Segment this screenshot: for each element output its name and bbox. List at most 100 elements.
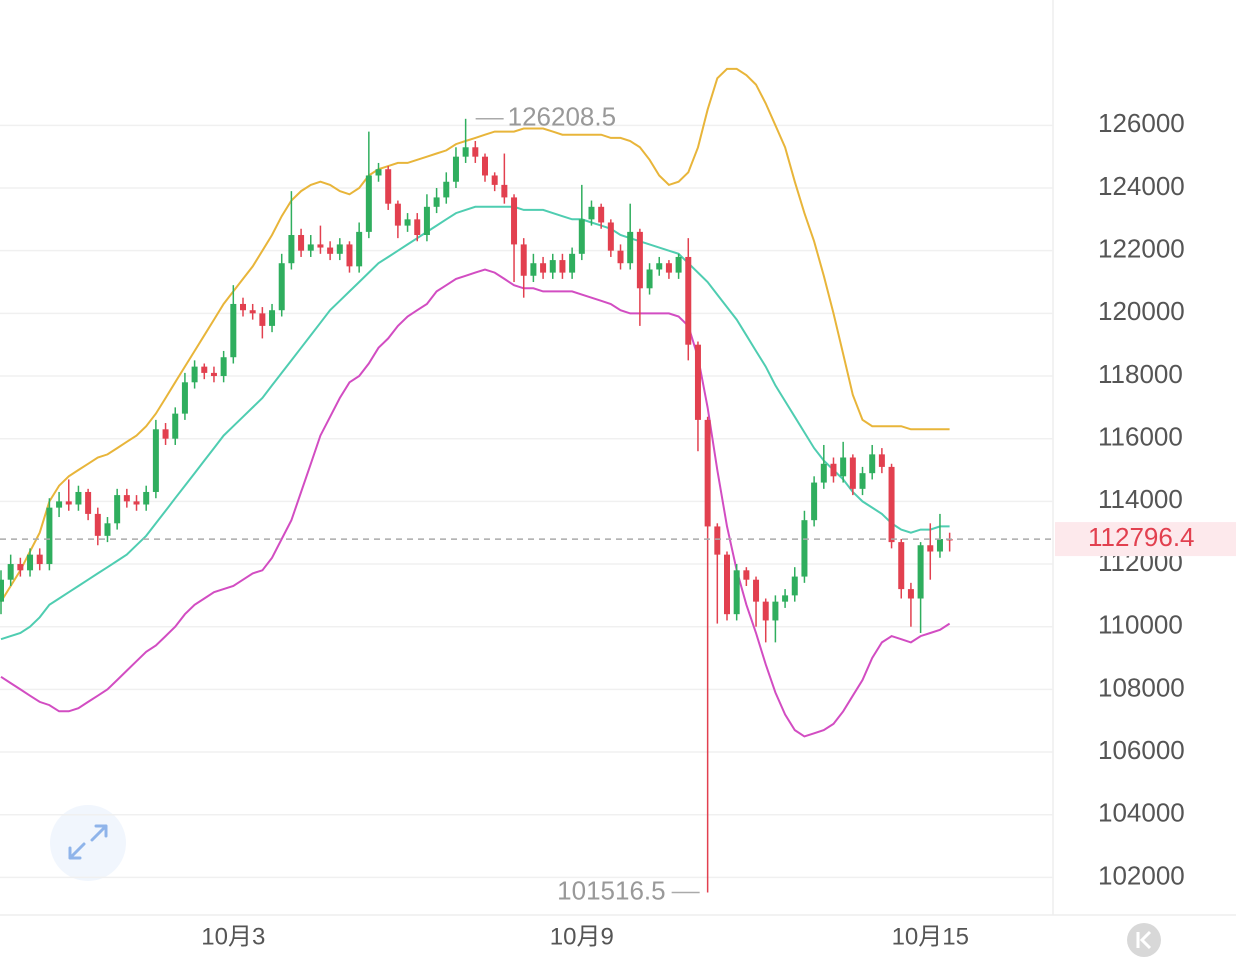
candle-body — [714, 526, 721, 555]
x-tick-label: 10月15 — [892, 923, 969, 950]
candle-body — [617, 250, 624, 264]
last-price-box — [1055, 522, 1236, 557]
y-tick-label: 116000 — [1098, 422, 1183, 452]
candle-body — [414, 219, 421, 236]
max-annotation: 126208.5 — [508, 102, 616, 132]
candle-body — [385, 169, 392, 204]
candle-body — [724, 554, 730, 615]
candle-body — [462, 147, 469, 157]
scroll-end-icon — [1136, 930, 1152, 950]
x-tick-label: 10月9 — [550, 923, 614, 950]
candle-body — [46, 507, 53, 565]
candle-body — [356, 231, 363, 267]
candle-body — [278, 263, 285, 311]
candle-body — [569, 253, 576, 273]
candle-body — [346, 244, 353, 267]
candle-body — [85, 491, 92, 514]
candle-body — [152, 429, 159, 492]
y-tick-label: 122000 — [1098, 234, 1185, 264]
candle-body — [423, 206, 430, 236]
candle-body — [7, 564, 14, 580]
y-tick-label: 110000 — [1098, 610, 1183, 640]
candle-body — [298, 235, 305, 251]
candle-body — [675, 256, 682, 273]
min-annotation: 101516.5 — [557, 875, 665, 905]
candle-body — [133, 501, 140, 505]
candle-body — [627, 231, 634, 264]
candle-body — [307, 244, 314, 251]
y-tick-label: 114000 — [1098, 484, 1183, 514]
candle-body — [491, 175, 498, 185]
candle-body — [162, 429, 169, 439]
candle-body — [840, 457, 847, 477]
candle-body — [114, 495, 121, 524]
y-tick-label: 118000 — [1098, 359, 1183, 389]
candle-body — [704, 419, 711, 527]
y-tick-label: 104000 — [1098, 798, 1185, 828]
candle-body — [907, 589, 914, 599]
candle-body — [753, 579, 760, 602]
candle-body — [549, 260, 556, 273]
candle-body — [336, 244, 343, 254]
candle-body — [269, 310, 276, 326]
candle-body — [201, 366, 208, 373]
candle-body — [443, 181, 450, 198]
candle-body — [75, 491, 82, 505]
candle-body — [927, 545, 934, 552]
y-tick-label: 108000 — [1098, 672, 1185, 702]
candle-body — [559, 260, 566, 273]
candle-body — [433, 197, 440, 207]
candle-body — [482, 156, 488, 176]
candle-body — [830, 463, 837, 477]
candle-body — [811, 482, 818, 521]
candle-body — [0, 579, 4, 602]
candle-body — [143, 491, 150, 505]
candle-body — [588, 206, 595, 220]
candle-body — [607, 222, 614, 251]
candle-body — [520, 244, 527, 276]
candle-body — [733, 570, 740, 615]
band-line — [0, 268, 951, 738]
expand-button[interactable] — [50, 805, 126, 881]
candle-body — [94, 513, 101, 536]
candle-body — [898, 542, 905, 590]
candle-body — [859, 473, 866, 489]
candle-body — [452, 156, 459, 182]
candle-body — [210, 372, 217, 377]
candle-body — [540, 263, 547, 273]
candle-body — [820, 463, 827, 483]
candle-body — [636, 231, 643, 289]
candle-body — [762, 601, 769, 621]
candle-body — [36, 554, 43, 565]
candle-body — [404, 219, 411, 226]
y-tick-label: 120000 — [1098, 296, 1185, 326]
candle-body — [288, 235, 295, 264]
candle-body — [230, 303, 237, 358]
candle-body — [394, 203, 401, 226]
candle-body — [259, 313, 266, 326]
candle-body — [782, 595, 789, 602]
candle-body — [665, 263, 672, 273]
candle-body — [123, 495, 130, 502]
candle-body — [317, 244, 324, 248]
candle-body — [743, 570, 750, 580]
band-line — [0, 67, 950, 603]
candle-body — [327, 247, 334, 254]
candle-body — [27, 554, 34, 571]
y-tick-label: 106000 — [1098, 735, 1185, 765]
candle-body — [501, 184, 508, 198]
candle-body — [936, 538, 943, 552]
candle-body — [56, 501, 63, 508]
x-tick-label: 10月3 — [201, 923, 265, 950]
candle-body — [249, 310, 256, 314]
y-tick-label: 124000 — [1098, 171, 1185, 201]
candle-body — [578, 219, 585, 254]
candle-body — [511, 197, 518, 245]
candle-body — [685, 256, 692, 345]
candle-body — [181, 382, 188, 414]
candle-body — [375, 169, 382, 176]
candle-body — [869, 454, 876, 474]
candle-body — [365, 175, 372, 232]
y-tick-label: 126000 — [1098, 108, 1185, 138]
